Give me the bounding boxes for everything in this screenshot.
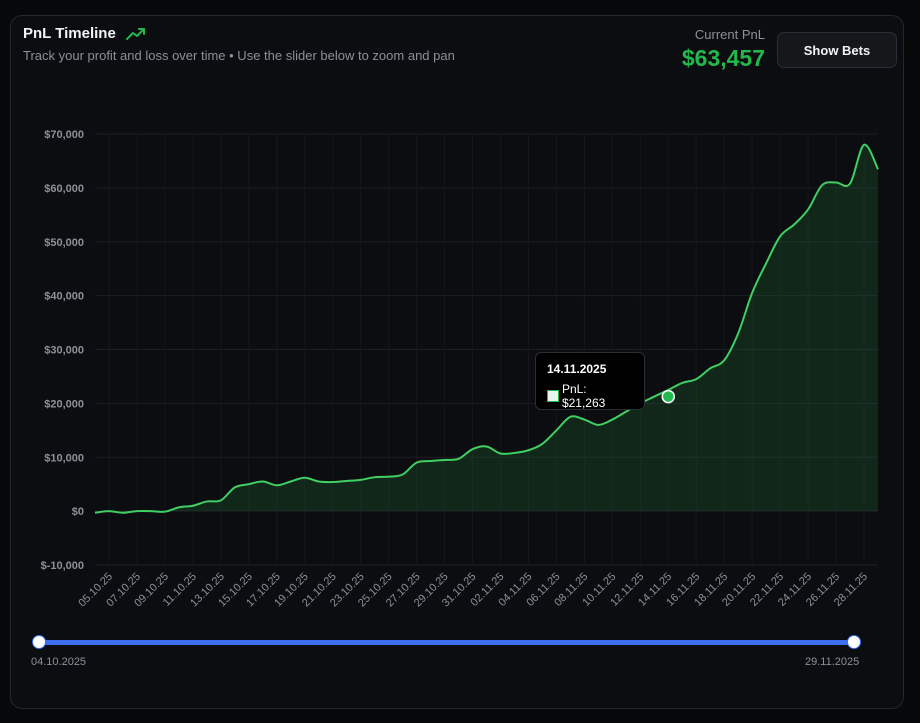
y-tick-label: $50,000 — [44, 237, 84, 249]
chart-points — [661, 389, 676, 404]
pnl-line — [94, 143, 879, 514]
pnl-chart: $-10,000 $0 $10,000 $20,000 $30,000 $40,000 $5… — [41, 129, 879, 610]
range-slider-start-handle[interactable] — [32, 635, 46, 649]
range-end-label: 29.11.2025 — [805, 656, 860, 668]
page-subtitle: Track your profit and loss over time • U… — [23, 48, 455, 63]
show-bets-button[interactable]: Show Bets — [777, 32, 897, 68]
x-axis: 05.10.2507.10.2509.10.2511.10.2513.10.25… — [76, 571, 870, 610]
pnl-card — [10, 15, 904, 709]
range-start-label: 04.10.2025 — [31, 656, 87, 668]
chart-tooltip: 14.11.2025 PnL: $21,263 — [535, 352, 645, 410]
y-axis: $-10,000 $0 $10,000 $20,000 $30,000 $40,000 $5… — [41, 129, 84, 572]
current-pnl: Current PnL $63,457 — [682, 27, 765, 72]
y-tick-label: $0 — [72, 506, 84, 518]
tooltip-row: PnL: $21,263 — [547, 382, 633, 410]
range-slider-track[interactable] — [39, 640, 854, 645]
y-tick-label: $30,000 — [44, 345, 84, 357]
current-pnl-label: Current PnL — [694, 27, 765, 42]
y-tick-label: $-10,000 — [41, 560, 84, 572]
range-slider-end-handle[interactable] — [847, 635, 861, 649]
tooltip-date: 14.11.2025 — [547, 362, 607, 376]
y-tick-label: $60,000 — [44, 183, 84, 195]
tooltip-value: PnL: $21,263 — [561, 382, 606, 410]
y-tick-label: $20,000 — [44, 398, 84, 410]
title-row: PnL Timeline — [23, 25, 146, 42]
y-tick-label: $70,000 — [44, 129, 84, 141]
y-tick-label: $40,000 — [44, 291, 84, 303]
chart-grid — [95, 133, 878, 566]
pnl-area — [95, 144, 878, 513]
tooltip-swatch — [547, 390, 559, 402]
trending-up-icon — [125, 27, 145, 40]
page-title: PnL Timeline — [23, 25, 116, 42]
highlighted-data-point — [661, 389, 676, 404]
y-tick-label: $10,000 — [44, 452, 84, 464]
current-pnl-value: $63,457 — [681, 45, 765, 71]
